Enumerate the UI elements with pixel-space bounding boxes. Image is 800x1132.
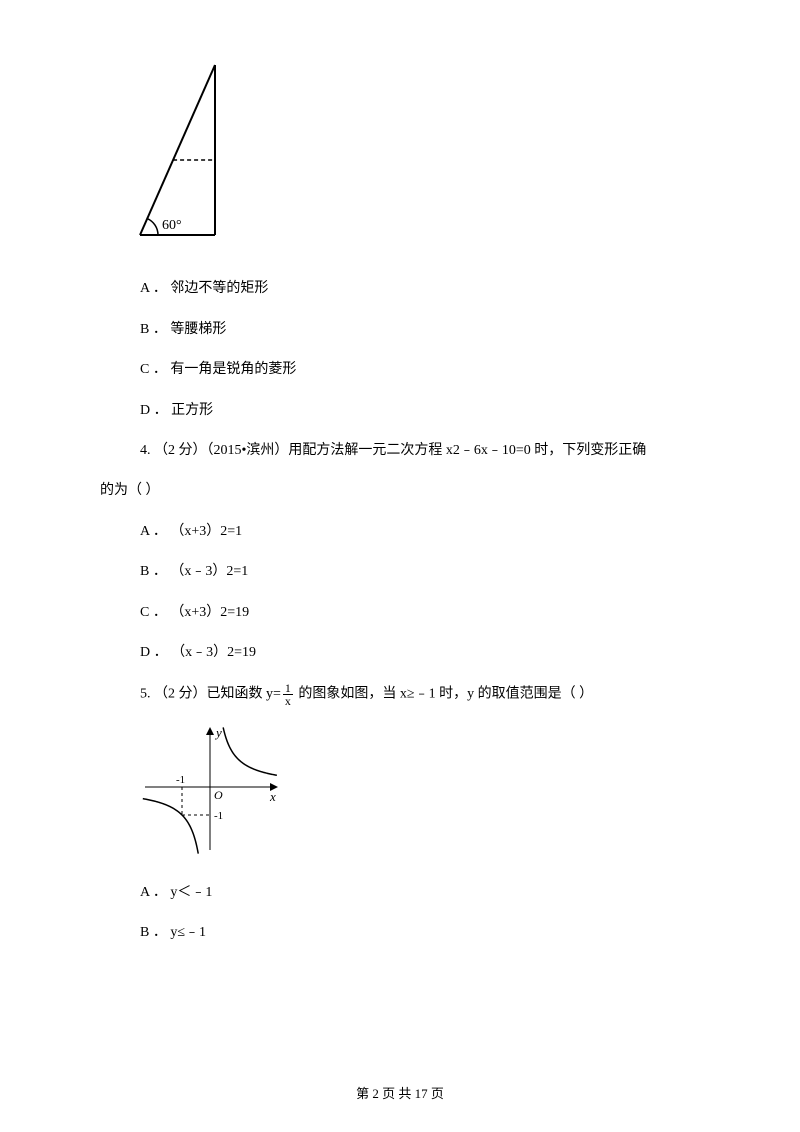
q4-option-a: A ． （x+3）2=1	[140, 521, 700, 543]
triangle-svg: 60°	[120, 60, 230, 240]
q4-option-d: D ． （x﹣3）2=19	[140, 642, 700, 664]
q3-option-b: B ． 等腰梯形	[140, 319, 700, 341]
q3-option-a: A ． 邻边不等的矩形	[140, 278, 700, 300]
svg-text:-1: -1	[214, 810, 223, 822]
q4-stem: 4. （2 分）（2015•滨州）用配方法解一元二次方程 x2﹣6x﹣10=0 …	[140, 440, 700, 462]
q5-stem-post: 的图象如图，当 x≥﹣1 时，y 的取值范围是（ ）	[295, 687, 593, 702]
graph-svg: y x O -1 -1	[140, 725, 280, 855]
q4-option-c: C ． （x+3）2=19	[140, 602, 700, 624]
svg-text:O: O	[214, 788, 223, 802]
q5-stem-pre: 5. （2 分）已知函数 y=	[140, 687, 281, 702]
page-footer: 第 2 页 共 17 页	[0, 1083, 800, 1102]
svg-text:x: x	[269, 789, 276, 804]
q3-option-c: C ． 有一角是锐角的菱形	[140, 359, 700, 381]
q5-frac-den: x	[283, 695, 293, 707]
q3-option-d: D ． 正方形	[140, 400, 700, 422]
svg-text:-1: -1	[176, 774, 185, 786]
q5-option-a: A ． y＜﹣1	[140, 882, 700, 904]
svg-text:60°: 60°	[162, 218, 182, 233]
q4-option-b: B ． （x﹣3）2=1	[140, 561, 700, 583]
svg-text:y: y	[214, 725, 222, 740]
graph-figure: y x O -1 -1	[140, 725, 700, 863]
q5-option-b: B ． y≤﹣1	[140, 922, 700, 944]
triangle-figure: 60°	[120, 60, 700, 248]
q5-fraction: 1x	[283, 682, 293, 707]
q4-stem-cont: 的为（ ）	[100, 480, 700, 502]
q5-stem: 5. （2 分）已知函数 y=1x 的图象如图，当 x≥﹣1 时，y 的取值范围…	[140, 682, 700, 707]
